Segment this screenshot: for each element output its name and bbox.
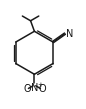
Text: N: N (66, 29, 74, 39)
Text: O: O (23, 84, 31, 94)
Text: +: + (37, 82, 43, 88)
Text: -: - (25, 81, 28, 87)
Text: O: O (38, 84, 46, 94)
Text: N: N (31, 83, 38, 93)
